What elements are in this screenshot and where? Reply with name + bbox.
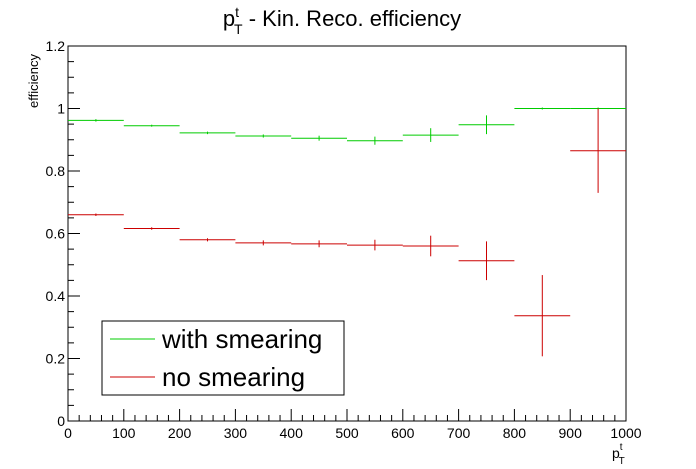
- x-tick-label: 100: [112, 425, 136, 441]
- x-tick-label: 400: [280, 425, 304, 441]
- x-tick-label: 900: [559, 425, 583, 441]
- x-tick-label: 700: [447, 425, 471, 441]
- y-tick-label: 1: [57, 101, 65, 117]
- x-tick-label: 0: [64, 425, 72, 441]
- y-tick-label: 0.4: [46, 288, 66, 304]
- x-tick-label: 600: [391, 425, 415, 441]
- chart-title: pt T - Kin. Reco. efficiency: [223, 4, 461, 37]
- y-tick-label: 0.2: [46, 351, 66, 367]
- y-axis-label: efficiency: [26, 54, 41, 108]
- y-tick-label: 1.2: [46, 38, 66, 54]
- chart-title-main: p: [223, 6, 235, 31]
- x-tick-label: 300: [224, 425, 248, 441]
- legend: with smearing no smearing: [101, 320, 345, 396]
- y-tick-label: 0.8: [46, 163, 66, 179]
- x-tick-label: 500: [335, 425, 359, 441]
- legend-label-no-smearing: no smearing: [162, 362, 305, 392]
- y-tick-label: 0: [57, 413, 65, 429]
- legend-box: [101, 320, 345, 396]
- x-axis-label-main: p: [612, 445, 620, 461]
- legend-label-with-smearing: with smearing: [161, 324, 322, 354]
- x-axis-label-sup: t: [620, 442, 623, 453]
- chart-title-rest: - Kin. Reco. efficiency: [243, 6, 461, 31]
- x-tick-label: 1000: [610, 425, 641, 441]
- x-tick-label: 800: [503, 425, 527, 441]
- y-tick-label: 0.6: [46, 226, 66, 242]
- chart-title-sup: t: [235, 4, 239, 20]
- x-tick-label: 200: [168, 425, 192, 441]
- plot-area: 0 100 200 300 400 500 600 700 800 900 1000 0 0.2 0.4 0…: [46, 38, 642, 441]
- x-axis-label: pt T: [612, 442, 625, 467]
- x-axis-label-sub: T: [619, 456, 625, 467]
- chart-title-sub: T: [234, 21, 243, 37]
